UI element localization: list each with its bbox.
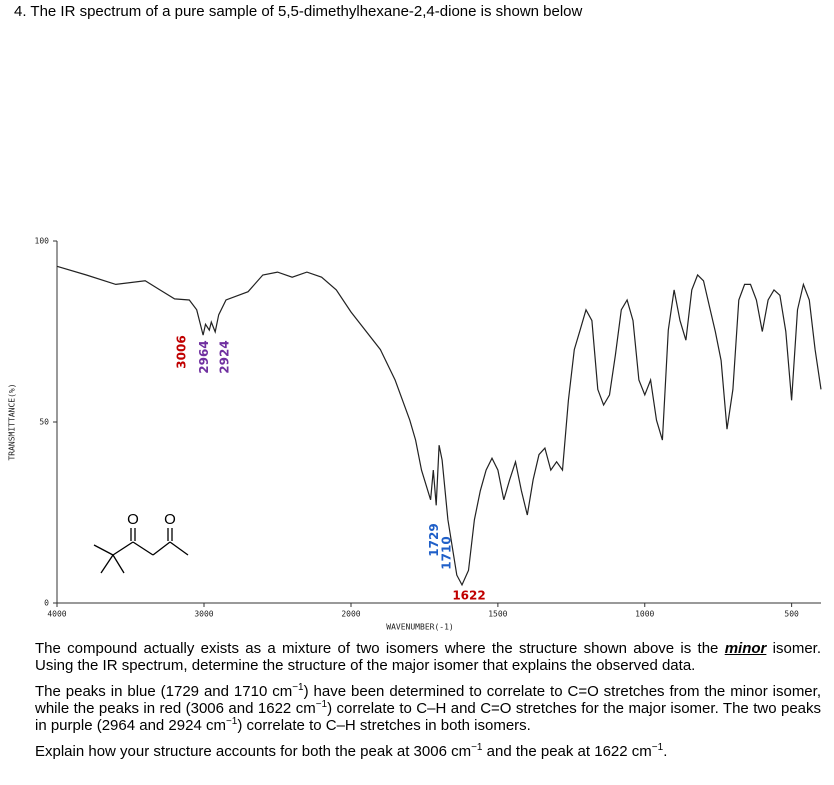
y-tick-label: 50: [39, 418, 49, 427]
text-run: The compound actually exists as a mixtur…: [35, 640, 725, 657]
bond: [112, 554, 125, 574]
bond: [112, 541, 134, 556]
peak-label: 1710: [440, 536, 454, 569]
text-run: ) correlate to C–H stretches in both iso…: [237, 717, 531, 734]
x-tick-label: 4000: [47, 610, 66, 619]
structure: [93, 528, 189, 574]
text-run: Explain how your structure accounts for …: [35, 743, 472, 760]
x-tick-label: 1000: [635, 610, 654, 619]
x-axis-label: WAVENUMBER(-1): [386, 623, 453, 632]
peak-label: 1622: [452, 589, 485, 603]
peak-label: 1729: [427, 523, 441, 556]
ir-spectrum: O O 0 50 100 4000 3000 2000 1500 1000 500 WAVENUM…: [8, 237, 822, 632]
text-run: −1: [315, 699, 328, 710]
text-run: .: [663, 743, 668, 760]
y-axis-label: TRANSMITTANCE(%): [8, 383, 17, 460]
paragraphs: The compound actually exists as a mixtur…: [35, 640, 821, 769]
bond: [152, 541, 171, 556]
bond: [93, 544, 114, 556]
atom-label: O: [164, 511, 176, 528]
bond: [100, 554, 114, 574]
x-tick-label: 500: [784, 610, 799, 619]
text-run: The peaks in blue (1729 and 1710 cm: [35, 683, 293, 700]
x-tick-label: 2000: [341, 610, 360, 619]
text-run: −1: [225, 716, 238, 727]
peak-label: 3006: [175, 335, 189, 368]
y-tick-label: 100: [35, 237, 50, 246]
x-tick-label: 3000: [194, 610, 213, 619]
text-run: −1: [292, 682, 304, 693]
text-run: minor: [724, 640, 767, 657]
text-run: −1: [471, 742, 483, 753]
spectrum: [56, 265, 822, 587]
paragraph: The compound actually exists as a mixtur…: [35, 640, 821, 674]
paragraph: Explain how your structure accounts for …: [35, 742, 821, 761]
text-run: isomer. Using the IR spectrum, determine…: [35, 640, 821, 674]
text-run: ) correlate to C–H and C=O stretches for…: [35, 700, 821, 734]
paragraph: The peaks in blue (1729 and 1710 cm−1) h…: [35, 682, 821, 735]
question-title: 4. The IR spectrum of a pure sample of 5…: [14, 3, 583, 20]
peak-label: 2924: [218, 340, 232, 373]
text-run: and the peak at 1622 cm: [482, 743, 652, 760]
bond: [132, 541, 154, 556]
x-tick-label: 1500: [488, 610, 507, 619]
bond: [169, 541, 189, 556]
peak-label: 2964: [197, 340, 211, 373]
text-run: ) have been determined to correlate to C…: [35, 683, 821, 717]
text-run: −1: [651, 742, 664, 753]
y-tick-label: 0: [44, 599, 49, 608]
atom-label: O: [127, 511, 139, 528]
